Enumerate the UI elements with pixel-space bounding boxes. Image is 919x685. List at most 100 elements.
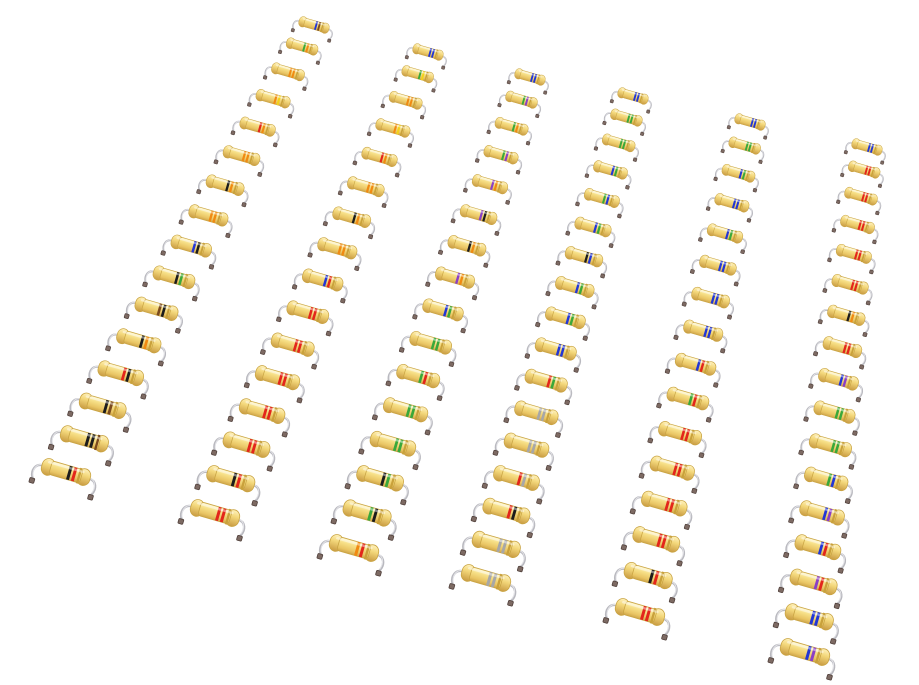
color-band-green	[601, 193, 607, 204]
resistor	[565, 216, 616, 249]
resistor	[463, 174, 512, 205]
lead-tip	[325, 330, 332, 337]
resistor	[142, 265, 200, 302]
resistor-lead	[505, 188, 512, 203]
color-band-yellow	[276, 95, 282, 106]
color-band-red	[546, 375, 552, 388]
lead-tip	[872, 239, 877, 245]
lead-tip	[28, 477, 36, 484]
lead-tip	[625, 185, 630, 190]
resistor	[492, 432, 554, 471]
resistor-lead	[488, 120, 497, 133]
color-band-gold	[518, 123, 523, 135]
lead-tip	[486, 129, 491, 135]
lead-tip	[564, 399, 570, 406]
lead-tip	[122, 426, 130, 433]
color-band-red	[842, 342, 848, 354]
lead-tip	[424, 429, 431, 436]
color-band-gold	[725, 262, 731, 275]
lead-tip	[859, 364, 865, 370]
color-band-green	[741, 170, 747, 180]
resistor-lead	[180, 208, 191, 223]
resistor-lead	[326, 316, 334, 335]
color-band-gold	[389, 474, 396, 490]
color-band-gold	[625, 140, 630, 151]
resistor-lead	[209, 250, 217, 268]
resistor	[47, 425, 114, 467]
lead-tip	[880, 160, 885, 165]
resistor-lead	[785, 539, 798, 556]
color-band-gold	[842, 408, 849, 422]
color-band-red	[864, 192, 869, 203]
resistor	[380, 90, 427, 120]
lead-tip	[352, 160, 358, 166]
color-band-gray	[536, 407, 543, 420]
lead-tip	[813, 351, 819, 357]
lead-tip	[474, 158, 480, 163]
lead-tip	[87, 493, 94, 501]
color-band-red	[857, 220, 863, 231]
color-band-gold	[703, 360, 710, 375]
resistor-lead	[395, 160, 402, 176]
resistor-lead	[574, 353, 582, 371]
resistor	[276, 300, 334, 337]
resistor	[647, 421, 707, 459]
lead-tip	[843, 150, 848, 155]
color-band-red	[506, 505, 513, 519]
color-band-red	[656, 533, 663, 548]
resistor	[474, 145, 523, 175]
color-band-blue	[442, 304, 449, 317]
resistor-lead	[536, 311, 548, 326]
color-band-blue	[559, 344, 566, 357]
color-band-gold	[515, 506, 523, 523]
resistor	[506, 68, 549, 95]
color-band-gold	[864, 221, 869, 233]
resistor-lead	[707, 197, 717, 210]
color-band-gold	[308, 43, 313, 55]
color-band-blue	[610, 165, 616, 176]
resistor-lead	[267, 449, 276, 470]
lead-tip	[836, 199, 841, 204]
color-band-gold	[870, 166, 875, 178]
lead-tip	[575, 201, 580, 207]
lead-tip	[272, 142, 278, 148]
color-band-green	[397, 439, 404, 453]
color-band-green	[417, 70, 423, 80]
color-band-red	[846, 343, 852, 355]
lead-tip	[584, 173, 590, 178]
resistor-lead	[50, 430, 64, 448]
color-band-blue	[866, 143, 872, 153]
resistor-lead	[591, 291, 599, 308]
resistor	[783, 534, 847, 574]
color-band-gold	[224, 508, 232, 525]
resistor-lead	[536, 483, 545, 502]
color-band-orange	[291, 68, 296, 79]
resistor-lead	[609, 231, 616, 247]
color-band-gold	[600, 223, 606, 236]
lead-tip	[441, 65, 446, 70]
resistor-lead	[646, 99, 652, 113]
resistor-lead	[439, 239, 451, 253]
color-band-black	[510, 506, 518, 521]
color-band-orange	[353, 541, 361, 557]
color-band-red	[214, 506, 222, 522]
resistor-lead	[215, 149, 226, 163]
resistor-lead	[862, 319, 870, 335]
lead-tip	[698, 452, 705, 459]
resistor	[425, 266, 480, 301]
color-band-green	[384, 473, 392, 488]
resistor	[247, 89, 295, 119]
resistor-lead	[859, 351, 867, 368]
color-band-gold	[632, 114, 638, 126]
resistor-lead	[780, 574, 793, 591]
lead-tip	[436, 395, 443, 401]
resistor	[545, 276, 599, 310]
resistor-lead	[747, 206, 753, 221]
color-band-gold	[330, 276, 337, 290]
color-band-red	[219, 508, 227, 523]
color-band-gold	[507, 151, 513, 163]
color-band-gold	[359, 213, 365, 227]
lead-tip	[483, 262, 489, 268]
resistor-lead	[257, 159, 265, 175]
color-band-red	[691, 394, 698, 407]
